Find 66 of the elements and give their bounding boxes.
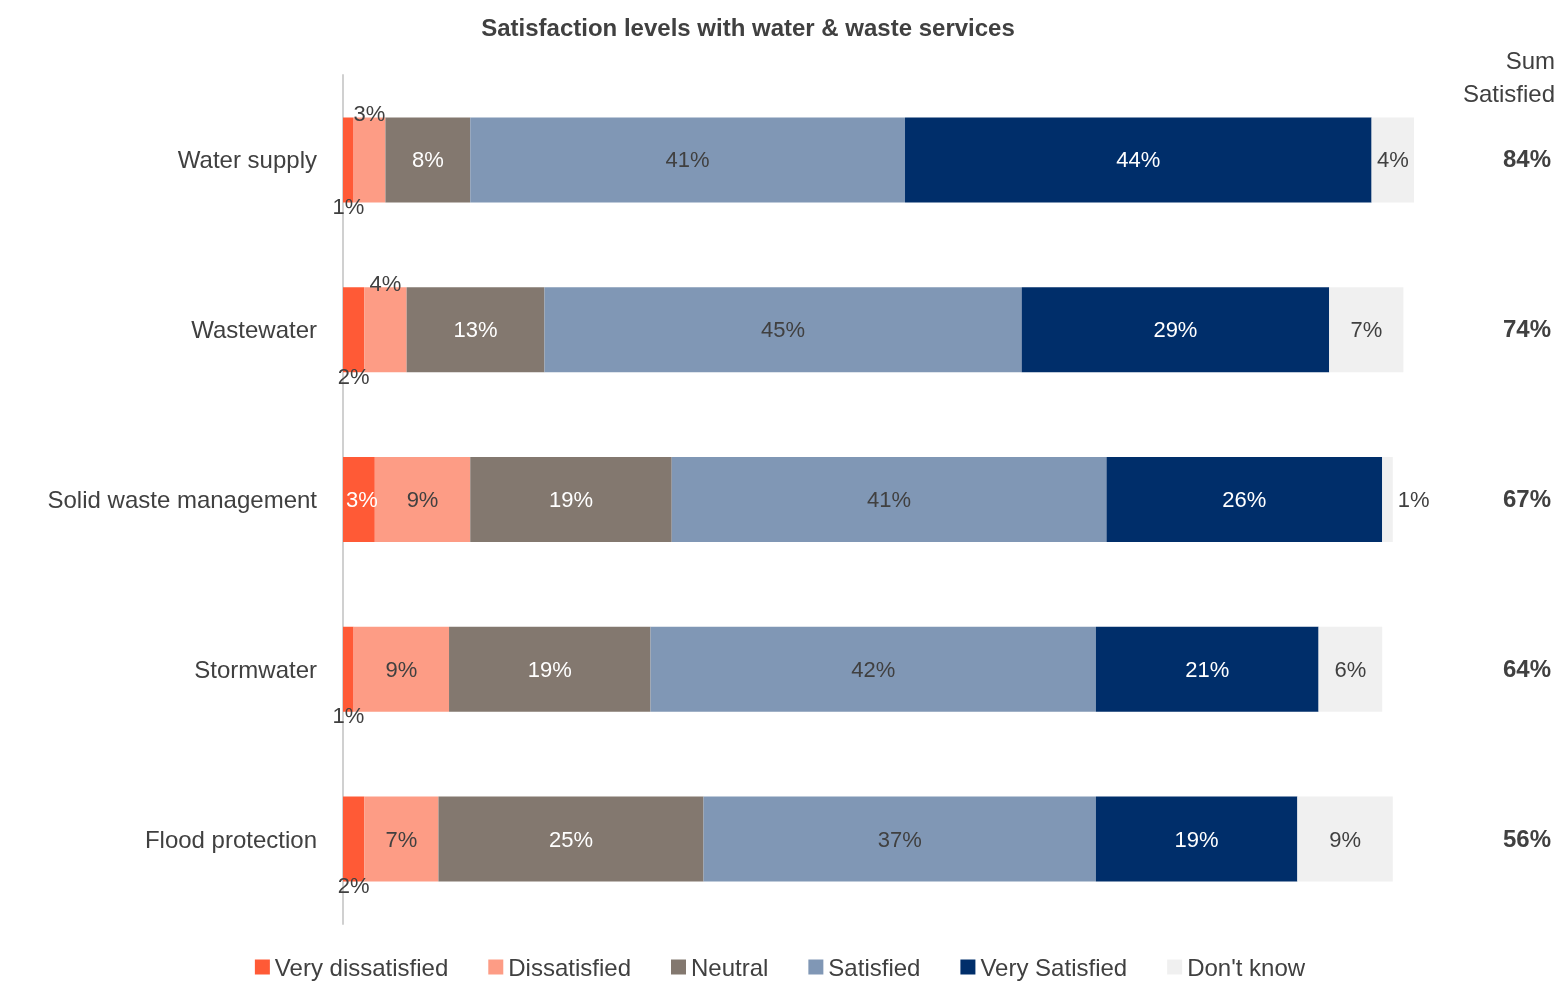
data-label: 9% bbox=[385, 656, 418, 682]
data-label: 1% bbox=[332, 703, 365, 729]
bar bbox=[1106, 457, 1383, 542]
data-label: 19% bbox=[1174, 826, 1219, 852]
data-label: 29% bbox=[1153, 317, 1198, 343]
data-label: 41% bbox=[867, 487, 912, 512]
text: Sum Satisfied bbox=[1462, 47, 1555, 107]
data-label: 7% bbox=[1350, 317, 1383, 343]
bar bbox=[1382, 457, 1393, 542]
text: 74% bbox=[1502, 315, 1551, 343]
data-label: 41% bbox=[665, 147, 710, 173]
data-label: 8% bbox=[411, 147, 444, 173]
data-label: 19% bbox=[527, 656, 572, 682]
data-label: 4% bbox=[1376, 147, 1409, 173]
data-label: 45% bbox=[761, 317, 806, 343]
data-label: 21% bbox=[1185, 656, 1230, 682]
data-label: 19% bbox=[548, 487, 594, 512]
bar bbox=[438, 796, 704, 882]
legend-label: Dissatisfied bbox=[508, 953, 632, 981]
bar bbox=[905, 117, 1372, 203]
data-label: 9% bbox=[1329, 826, 1361, 852]
data-label: 2% bbox=[337, 873, 370, 899]
data-label: 9% bbox=[406, 487, 439, 512]
bar bbox=[703, 796, 1096, 882]
bar bbox=[671, 457, 1107, 542]
data-label: 26% bbox=[1222, 487, 1267, 512]
bar bbox=[470, 457, 672, 542]
data-label: 3% bbox=[346, 487, 378, 512]
data-label: 42% bbox=[851, 656, 896, 682]
data-label: 7% bbox=[385, 826, 418, 852]
data-label: 6% bbox=[1334, 656, 1367, 682]
bar bbox=[449, 626, 651, 712]
bar bbox=[1095, 796, 1298, 882]
data-label: 25% bbox=[548, 826, 594, 852]
data-label: 44% bbox=[1116, 147, 1161, 173]
bar bbox=[385, 117, 471, 203]
bar bbox=[470, 117, 906, 203]
legend-label: Very Satisfied bbox=[980, 953, 1128, 981]
text: 84% bbox=[1502, 145, 1551, 173]
text: 56% bbox=[1502, 824, 1551, 852]
bar bbox=[343, 457, 375, 542]
text: 67% bbox=[1502, 485, 1551, 512]
data-label: 13% bbox=[453, 317, 498, 343]
legend-label: Don't know bbox=[1187, 953, 1306, 981]
bar bbox=[1318, 626, 1383, 712]
legend-label: Very dissatisfied bbox=[274, 953, 449, 981]
chart-title: Satisfaction levels with water & waste services bbox=[481, 13, 1015, 41]
bar bbox=[1329, 287, 1404, 373]
bar bbox=[1095, 626, 1319, 712]
y-tick-label: Solid waste management bbox=[47, 486, 318, 513]
y-tick-label: Stormwater bbox=[194, 655, 317, 683]
data-label: 1% bbox=[332, 193, 365, 219]
text: 64% bbox=[1502, 654, 1551, 682]
legend-label: Satisfied bbox=[828, 953, 921, 981]
bar bbox=[544, 287, 1022, 373]
bar bbox=[406, 287, 545, 373]
legend-label: Neutral bbox=[690, 953, 769, 981]
data-label: 37% bbox=[877, 826, 922, 852]
y-tick-label: Water supply bbox=[177, 146, 317, 174]
y-tick-label: Wastewater bbox=[191, 316, 318, 344]
y-tick-label: Flood protection bbox=[144, 825, 317, 853]
bar bbox=[650, 626, 1096, 712]
data-label: 1% bbox=[1397, 487, 1430, 512]
bar bbox=[1371, 117, 1414, 203]
bar bbox=[1297, 796, 1393, 882]
bar bbox=[1021, 287, 1330, 373]
